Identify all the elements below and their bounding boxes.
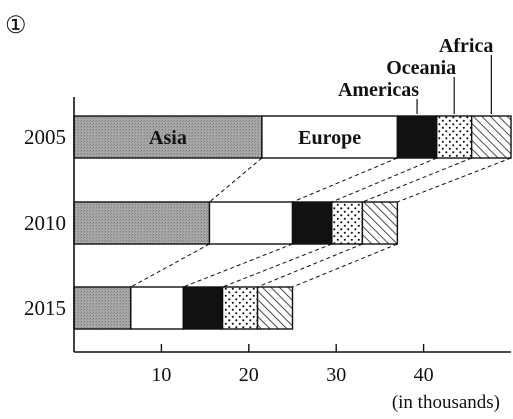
x-tick-label-20: 20 xyxy=(239,364,259,386)
callout-label-americas: Americas xyxy=(338,79,419,101)
bar-2010-africa xyxy=(361,201,399,245)
connector-2010-4 xyxy=(257,243,363,288)
bar-2015-oceania xyxy=(221,286,259,330)
bar-2015-americas xyxy=(182,286,224,330)
bar-2015-europe xyxy=(130,286,184,330)
x-tick-label-30: 30 xyxy=(326,364,346,386)
bars xyxy=(73,115,512,330)
segment-label-europe: Europe xyxy=(298,127,361,149)
bar-2005-africa xyxy=(470,115,512,159)
bar-2015-africa xyxy=(256,286,294,330)
x-tick-label-10: 10 xyxy=(151,364,171,386)
segment-labels: Asia Europe xyxy=(149,127,361,149)
bar-2015-asia xyxy=(73,286,132,330)
bar-2005-americas xyxy=(396,115,438,159)
dashed-connectors xyxy=(130,157,512,288)
connector-2005-5 xyxy=(397,157,512,203)
category-label-2010: 2010 xyxy=(24,211,66,235)
connector-2005-4 xyxy=(362,157,472,203)
connector-2005-2 xyxy=(292,157,398,203)
x-axis-title: (in thousands) xyxy=(392,392,500,413)
x-tick-label-40: 40 xyxy=(414,364,434,386)
bar-2010-asia xyxy=(73,201,211,245)
bar-2005-europe xyxy=(261,115,399,159)
bar-2010-americas xyxy=(291,201,333,245)
connector-2005-1 xyxy=(209,157,263,203)
bar-2005-oceania xyxy=(436,115,473,159)
bar-2010-oceania xyxy=(331,201,364,245)
callout-label-oceania: Oceania xyxy=(386,57,456,79)
bar-2010-europe xyxy=(208,201,294,245)
category-label-2005: 2005 xyxy=(24,125,66,149)
bar-2005-asia xyxy=(73,115,263,159)
x-ticks: 10 20 30 40 xyxy=(151,344,434,386)
segment-label-asia: Asia xyxy=(149,127,187,149)
axes xyxy=(73,97,511,353)
connector-2010-1 xyxy=(130,243,210,288)
callout-label-africa: Africa xyxy=(439,35,493,57)
connector-2005-3 xyxy=(331,157,437,203)
connector-2010-3 xyxy=(222,243,333,288)
category-labels: 2005 2010 2015 xyxy=(24,125,66,320)
connector-2010-2 xyxy=(183,243,293,288)
category-label-2015: 2015 xyxy=(24,296,66,320)
figure-label: ① xyxy=(5,13,27,39)
connector-2010-5 xyxy=(292,243,398,288)
